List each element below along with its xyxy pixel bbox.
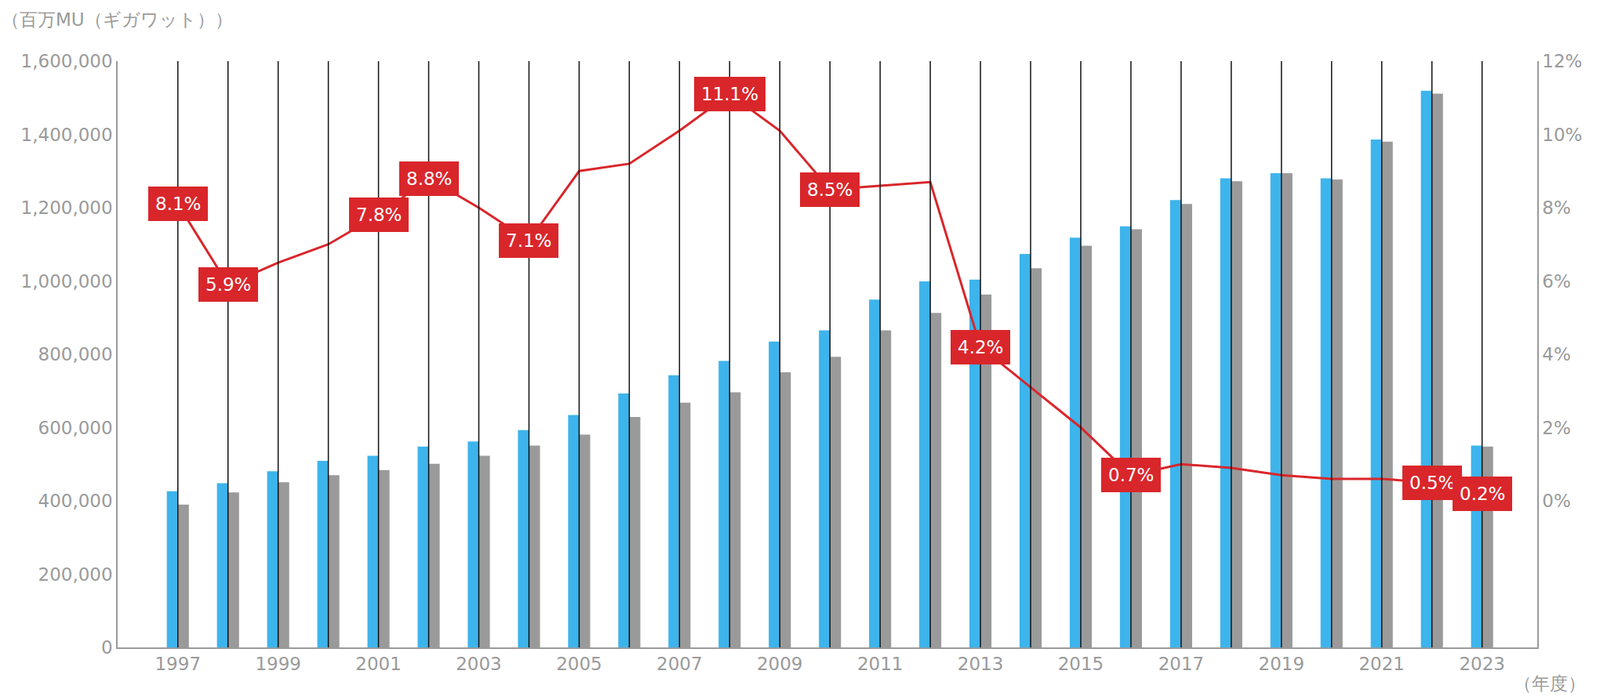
svg-text:8.1%: 8.1% <box>155 193 201 215</box>
svg-text:1,200,000: 1,200,000 <box>21 197 113 219</box>
svg-text:7.8%: 7.8% <box>356 204 402 226</box>
svg-text:1,000,000: 1,000,000 <box>21 271 113 292</box>
svg-text:0: 0 <box>101 637 113 659</box>
svg-text:1997: 1997 <box>154 654 201 675</box>
svg-text:1,400,000: 1,400,000 <box>21 124 113 146</box>
svg-text:4%: 4% <box>1541 344 1571 365</box>
svg-text:8%: 8% <box>1541 197 1571 219</box>
svg-text:2019: 2019 <box>1258 654 1306 675</box>
svg-text:0.2%: 0.2% <box>1459 483 1506 505</box>
svg-text:（百万MU（ギガワット））: （百万MU（ギガワット）） <box>1 9 233 30</box>
svg-text:2015: 2015 <box>1058 654 1105 675</box>
svg-text:12%: 12% <box>1541 50 1582 72</box>
svg-text:6%: 6% <box>1541 271 1571 292</box>
svg-text:0.7%: 0.7% <box>1108 465 1154 486</box>
svg-text:400,000: 400,000 <box>38 490 113 512</box>
svg-text:2009: 2009 <box>756 654 804 675</box>
svg-text:800,000: 800,000 <box>38 344 113 365</box>
svg-text:0%: 0% <box>1541 490 1571 512</box>
svg-text:1999: 1999 <box>254 654 302 675</box>
svg-text:200,000: 200,000 <box>38 564 113 586</box>
svg-text:8.5%: 8.5% <box>807 179 853 200</box>
svg-text:2013: 2013 <box>957 654 1004 675</box>
svg-text:2023: 2023 <box>1458 654 1506 675</box>
svg-text:1,600,000: 1,600,000 <box>21 50 113 72</box>
svg-text:5.9%: 5.9% <box>205 274 251 295</box>
svg-text:2001: 2001 <box>355 654 402 675</box>
svg-text:2007: 2007 <box>656 654 703 675</box>
svg-text:2005: 2005 <box>556 654 603 675</box>
svg-text:4.2%: 4.2% <box>957 337 1004 358</box>
svg-text:600,000: 600,000 <box>38 418 113 439</box>
svg-text:7.1%: 7.1% <box>505 230 552 251</box>
svg-text:2021: 2021 <box>1358 654 1405 675</box>
svg-text:11.1%: 11.1% <box>701 83 759 105</box>
svg-text:10%: 10% <box>1541 124 1582 146</box>
svg-text:2%: 2% <box>1541 418 1571 439</box>
svg-text:2003: 2003 <box>455 654 502 675</box>
svg-text:2017: 2017 <box>1158 654 1205 675</box>
svg-text:（年度）: （年度） <box>1513 673 1586 695</box>
svg-text:0.5%: 0.5% <box>1409 472 1455 494</box>
svg-text:8.8%: 8.8% <box>406 168 452 190</box>
svg-text:2011: 2011 <box>857 654 904 675</box>
